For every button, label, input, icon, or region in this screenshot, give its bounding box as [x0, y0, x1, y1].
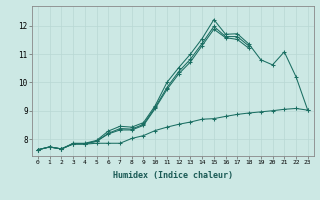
X-axis label: Humidex (Indice chaleur): Humidex (Indice chaleur) [113, 171, 233, 180]
